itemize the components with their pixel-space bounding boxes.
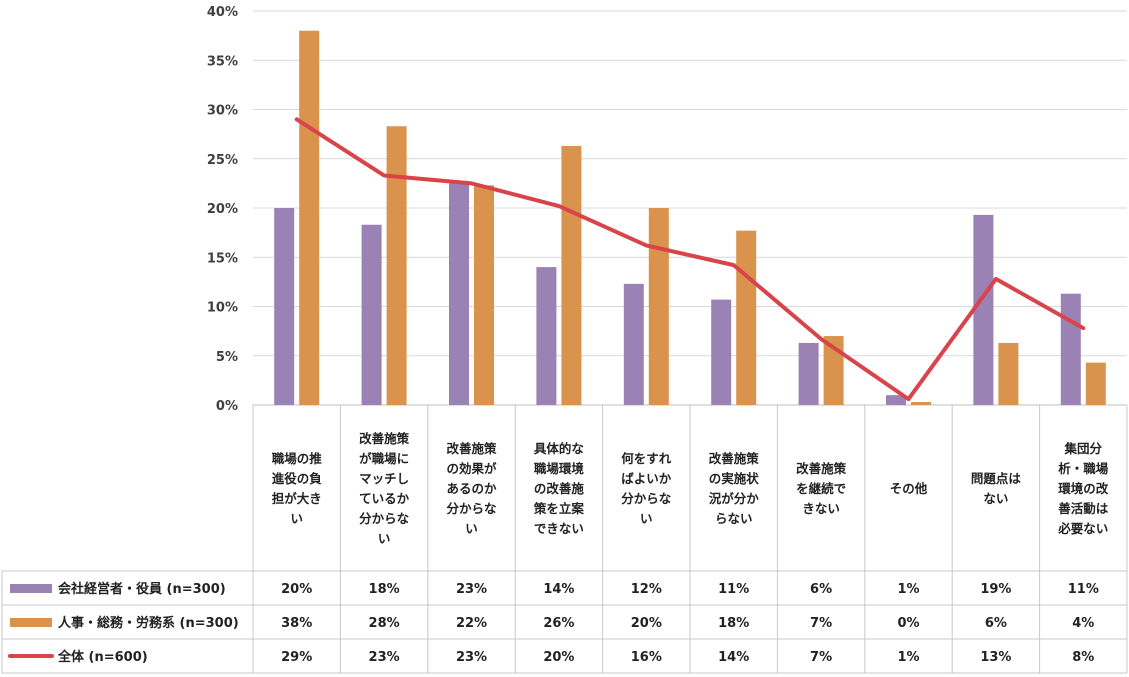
data-label: 23% [369, 650, 400, 665]
category-label: 改善施策の実施状況が分からない [709, 451, 760, 526]
bar-hr [736, 230, 757, 405]
bar-executives [274, 208, 295, 405]
bar-hr [648, 208, 669, 405]
data-label: 20% [281, 582, 312, 597]
bar-executives [886, 395, 906, 405]
total-line [294, 117, 1086, 402]
bar-hr [561, 145, 582, 405]
data-label: 1% [897, 582, 919, 597]
category-label: その他 [890, 481, 928, 496]
data-label: 20% [543, 650, 574, 665]
data-label: 23% [456, 650, 487, 665]
category-label: 集団分析・職場環境の改善活動は必要ない [1057, 441, 1109, 536]
data-label: 29% [281, 650, 312, 665]
data-label: 11% [1068, 582, 1099, 597]
bar-hr [386, 126, 407, 406]
data-label: 0% [897, 616, 919, 631]
bar-hr [1085, 362, 1106, 405]
bar-hr [299, 30, 320, 405]
legend-label: 会社経営者・役員 (n=300) [58, 581, 226, 597]
y-tick-label: 10% [207, 301, 238, 316]
y-tick-label: 0% [216, 399, 238, 414]
bar-executives [449, 181, 469, 405]
data-label: 13% [980, 650, 1011, 665]
total-series-line [294, 117, 1086, 402]
data-label: 14% [543, 582, 574, 597]
category-label: 問題点はない [971, 471, 1022, 506]
data-label: 8% [1072, 650, 1094, 665]
bar-executives [623, 283, 644, 405]
data-label: 16% [631, 650, 662, 665]
data-label: 7% [810, 616, 832, 631]
y-tick-label: 40% [207, 5, 238, 20]
data-label: 19% [980, 582, 1011, 597]
data-label: 6% [985, 616, 1007, 631]
category-label: 改善施策を継続できない [796, 461, 847, 516]
legend-swatch [10, 584, 52, 593]
category-label: 改善施策が職場にマッチしているか分からない [359, 431, 410, 546]
bar-hr [998, 342, 1019, 405]
bar-hr [911, 402, 931, 405]
data-label: 38% [281, 616, 312, 631]
data-label: 18% [369, 582, 400, 597]
y-tick-label: 15% [207, 251, 238, 266]
data-label: 18% [718, 616, 749, 631]
legend-swatch [10, 618, 52, 627]
category-label: 何をすればよいか分からない [621, 451, 672, 526]
data-label: 7% [810, 650, 832, 665]
y-tick-label: 20% [207, 202, 238, 217]
legend-label: 全体 (n=600) [57, 649, 148, 665]
data-label: 4% [1072, 616, 1094, 631]
bar-executives [711, 299, 732, 405]
category-label: 具体的な職場環境の改善施策を立案できない [533, 441, 585, 536]
legend-label: 人事・総務・労務系 (n=300) [58, 615, 239, 631]
data-label: 26% [543, 616, 574, 631]
data-label: 28% [369, 616, 400, 631]
category-label: 職場の推進役の負担が大きい [272, 451, 323, 526]
data-label: 22% [456, 616, 487, 631]
bars [274, 30, 1106, 406]
y-tick-label: 5% [216, 350, 238, 365]
bar-hr [474, 185, 494, 405]
y-tick-label: 35% [207, 54, 238, 69]
data-label: 6% [810, 582, 832, 597]
bar-executives [1060, 293, 1081, 405]
bar-executives [536, 267, 557, 405]
data-label: 1% [897, 650, 919, 665]
bar-executives [973, 214, 994, 405]
y-tick-label: 30% [207, 104, 238, 119]
data-table: 職場の推進役の負担が大きい改善施策が職場にマッチしているか分からない改善施策の効… [1, 405, 1128, 674]
gridlines [253, 10, 1127, 406]
data-label: 23% [456, 582, 487, 597]
data-label: 20% [631, 616, 662, 631]
data-label: 14% [718, 650, 749, 665]
data-label: 12% [631, 582, 662, 597]
y-tick-label: 25% [207, 153, 238, 168]
bar-executives [361, 224, 382, 405]
category-label: 改善施策の効果があるのか分からない [446, 441, 497, 536]
bar-executives [798, 342, 819, 405]
y-axis-ticks: 0% 5% 10% 15% 20% 25% 30% 35% 40% [207, 5, 238, 414]
data-label: 11% [718, 582, 749, 597]
